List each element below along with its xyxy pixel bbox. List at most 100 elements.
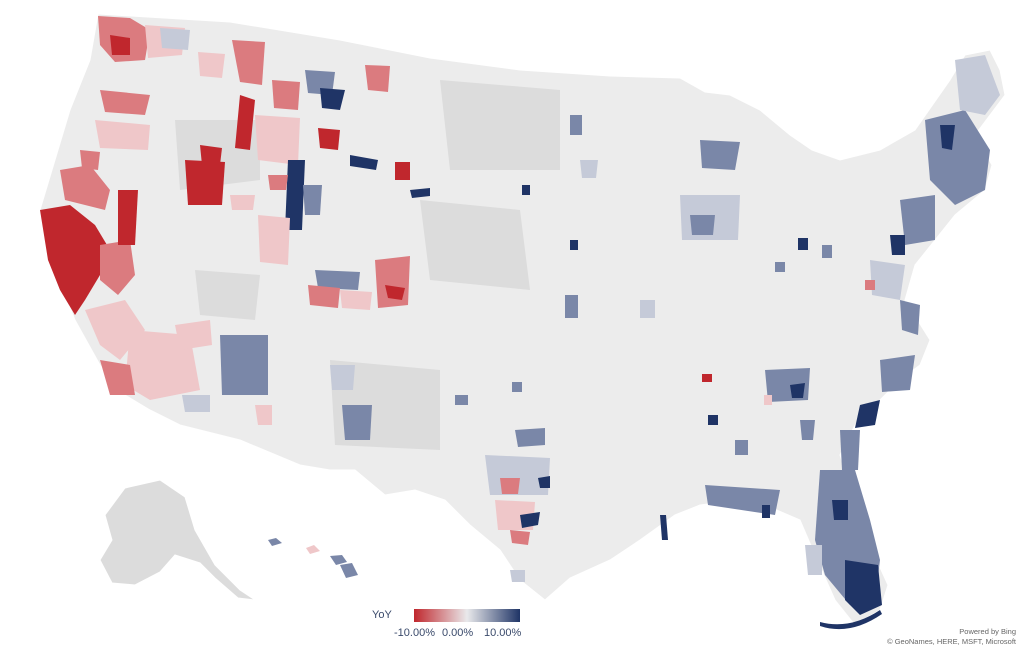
- county-cluster-strong-negative: [110, 35, 130, 55]
- county-cluster-mid-positive: [342, 405, 372, 440]
- county-cluster-strong-positive: [832, 500, 848, 520]
- county-cluster-mid-negative: [100, 360, 135, 395]
- hawaii-island-maui: [330, 555, 347, 565]
- county-cluster-light-positive: [580, 160, 598, 178]
- county-cluster-light-positive: [160, 28, 190, 50]
- county-cluster-light-negative: [764, 395, 772, 405]
- county-cluster-mid-negative: [100, 90, 150, 115]
- county-cluster-mid-positive: [822, 245, 832, 258]
- county-cluster-mid-negative: [80, 150, 100, 170]
- alaska-landmass: [99, 479, 256, 601]
- west-coast-declines: [40, 165, 212, 400]
- county-cluster-light-positive: [330, 365, 355, 390]
- hawaii-island-kauai: [306, 545, 320, 554]
- county-cluster-mid-positive: [735, 440, 748, 455]
- county-cluster-strong-negative: [235, 95, 255, 150]
- legend-title: YoY: [372, 609, 392, 621]
- county-cluster-strong-negative: [185, 160, 225, 205]
- map-attribution: Powered by Bing © GeoNames, HERE, MSFT, …: [887, 627, 1016, 647]
- county-cluster-strong-positive: [520, 512, 540, 528]
- pacific-northwest: [80, 16, 190, 170]
- county-cluster-strong-negative: [200, 145, 222, 165]
- county-cluster-strong-positive: [538, 476, 550, 488]
- florida: [805, 470, 882, 630]
- county-cluster-mid-positive: [570, 115, 582, 135]
- county-cluster-strong-positive: [762, 505, 770, 518]
- county-cluster-strong-positive: [522, 185, 530, 195]
- county-cluster-light-negative: [175, 320, 212, 350]
- county-cluster-light-negative: [258, 215, 290, 265]
- county-cluster-mid-negative: [865, 280, 875, 290]
- no-data-region: [195, 270, 260, 320]
- county-cluster-strong-negative: [395, 162, 410, 180]
- color-legend: YoY -10.00% 0.00% 10.00%: [372, 606, 542, 646]
- county-cluster-light-negative: [340, 290, 372, 310]
- midwest: [522, 115, 832, 318]
- county-cluster-light-positive: [870, 260, 905, 300]
- county-cluster-mid-negative: [268, 175, 288, 190]
- county-cluster-strong-negative: [318, 128, 340, 150]
- county-cluster-strong-negative: [385, 285, 405, 300]
- colorado-cluster: [308, 256, 410, 310]
- county-cluster-mid-positive: [303, 185, 322, 215]
- county-cluster-strong-negative: [118, 190, 138, 245]
- hawaii-island-big: [340, 563, 358, 578]
- legend-gradient-bar: [414, 609, 520, 622]
- county-cluster-mid-positive: [315, 270, 360, 290]
- county-cluster-mid-positive: [220, 335, 268, 395]
- county-cluster-strong-positive: [890, 235, 905, 255]
- legend-tick-min: -10.00%: [394, 627, 435, 639]
- county-cluster-strong-positive: [410, 188, 430, 198]
- county-cluster-light-negative: [255, 405, 272, 425]
- county-cluster-light-positive: [955, 55, 1000, 115]
- county-cluster-mid-positive: [515, 428, 545, 447]
- legend-tick-max: 10.00%: [484, 627, 522, 639]
- county-cluster-mid-negative: [510, 530, 530, 545]
- southeast: [660, 355, 915, 540]
- county-cluster-mid-positive: [775, 262, 785, 272]
- county-cluster-strong-positive: [855, 400, 880, 428]
- county-cluster-mid-positive: [840, 430, 860, 470]
- texas: [455, 382, 550, 582]
- county-cluster-strong-positive: [660, 515, 668, 540]
- county-cluster-strong-positive: [320, 88, 345, 110]
- county-cluster-mid-positive: [900, 300, 920, 335]
- attribution-copyright: © GeoNames, HERE, MSFT, Microsoft: [887, 637, 1016, 646]
- county-cluster-mid-negative: [60, 165, 110, 210]
- county-cluster-mid-negative: [308, 285, 340, 308]
- county-cluster-mid-positive: [512, 382, 522, 392]
- county-cluster-mid-positive: [700, 140, 740, 170]
- attribution-powered-by: Powered by Bing: [959, 627, 1016, 636]
- county-cluster-mid-negative: [500, 478, 520, 494]
- county-cluster-strong-positive: [285, 160, 305, 230]
- county-cluster-strong-positive: [940, 125, 955, 150]
- county-cluster-light-positive: [805, 545, 822, 575]
- county-cluster-strong-positive: [845, 560, 882, 615]
- county-cluster-strong-positive: [570, 240, 578, 250]
- hawaii-island-oahu: [268, 538, 282, 546]
- county-cluster-mid-positive: [705, 485, 780, 515]
- county-cluster-mid-positive: [800, 420, 815, 440]
- hawaii-islands: [268, 538, 358, 578]
- northern-rockies: [198, 40, 390, 165]
- county-cluster-mid-negative: [232, 40, 265, 85]
- county-cluster-light-positive: [640, 300, 655, 318]
- county-cluster-strong-positive: [820, 610, 882, 630]
- county-cluster-mid-negative: [365, 65, 390, 92]
- county-cluster-strong-positive: [790, 383, 805, 398]
- county-cluster-mid-negative: [272, 80, 300, 110]
- no-data-region: [420, 200, 530, 290]
- no-data-region: [440, 80, 560, 170]
- county-cluster-strong-negative: [40, 205, 110, 315]
- southwest: [182, 335, 372, 440]
- county-cluster-mid-negative: [100, 240, 135, 295]
- county-cluster-light-negative: [95, 120, 150, 150]
- county-cluster-strong-positive: [708, 415, 718, 425]
- county-cluster-light-negative: [230, 195, 255, 210]
- county-cluster-light-positive: [182, 395, 210, 412]
- county-cluster-light-negative: [198, 52, 225, 78]
- county-cluster-mid-positive: [455, 395, 468, 405]
- county-cluster-strong-positive: [798, 238, 808, 250]
